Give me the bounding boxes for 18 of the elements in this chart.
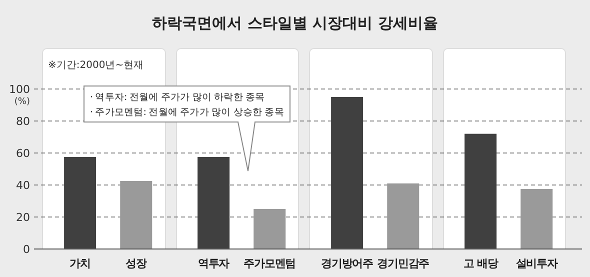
x-tick-label: 성장 (126, 257, 148, 270)
y-tick-label: 20 (16, 211, 30, 224)
y-tick-label: 40 (16, 179, 30, 192)
chart-title: 하락국면에서 스타일별 시장대비 강세비율 (152, 14, 438, 32)
x-tick-label: 고 배당 (463, 257, 498, 270)
x-tick-label: 경기방어주 (321, 257, 374, 270)
annotation: · 역투자: 전월에 주가가 많이 하락한 종목 · 주가모멘텀: 전월에 주가가 많이 상승한 종목 (90, 92, 284, 118)
y-tick-label: 60 (16, 147, 30, 160)
y-tick-label: 0 (23, 243, 30, 256)
y-axis-title: (%) (14, 97, 30, 107)
text: ※기간:2000년~현재 (48, 60, 144, 71)
x-tick-label: 주가모멘텀 (244, 257, 296, 270)
y-tick-label: 100 (9, 83, 30, 96)
x-tick-label: 가치 (70, 257, 90, 270)
x-tick-label: 경기민감주 (377, 257, 430, 270)
x-tick-label: 역투자 (198, 257, 230, 270)
y-tick-label: 80 (16, 115, 30, 128)
x-tick-label: 설비투자 (514, 257, 558, 270)
